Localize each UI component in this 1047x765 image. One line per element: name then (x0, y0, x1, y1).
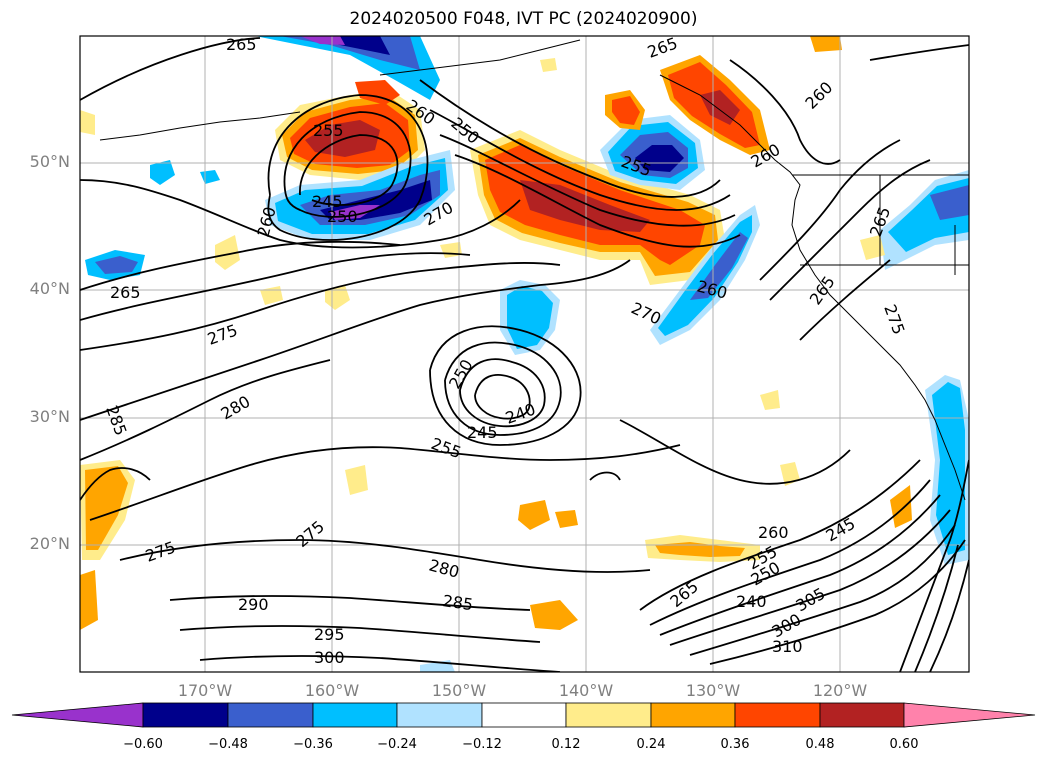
longitude-label: 150°W (431, 681, 487, 700)
longitude-label: 140°W (558, 681, 614, 700)
latitude-label: 50°N (29, 152, 70, 171)
contour-label: 245 (312, 192, 343, 211)
colorbar-segment (396, 702, 483, 728)
contour-label: 265 (110, 283, 141, 302)
colorbar-tick-label: −0.12 (462, 737, 502, 752)
colorbar-segment (227, 702, 314, 728)
ivt-anomaly-shading (80, 36, 969, 672)
contour-label: 300 (314, 648, 345, 667)
contour-label: 255 (313, 121, 344, 140)
colorbar-extend-left (11, 702, 144, 728)
contour-label: 285 (441, 591, 474, 614)
map-background (80, 36, 969, 672)
longitude-label: 130°W (685, 681, 741, 700)
map-gridlines (80, 36, 969, 672)
map-frame (79, 35, 970, 673)
colorbar-segment (819, 702, 905, 728)
colorbar-segment (481, 702, 567, 728)
ivt-contours (80, 37, 969, 672)
colorbar-tick-label: 0.36 (720, 737, 750, 752)
colorbar-segment (142, 702, 229, 728)
contour-label: 260 (758, 523, 789, 542)
colorbar-segment (650, 702, 736, 728)
latitude-label: 40°N (29, 279, 70, 298)
colorbar-tick-label: −0.24 (377, 737, 417, 752)
longitude-label: 170°W (177, 681, 233, 700)
contour-label: 250 (327, 207, 358, 226)
colorbar (11, 702, 1036, 728)
longitude-label: 160°W (304, 681, 360, 700)
contour-label: 240 (736, 592, 767, 611)
longitude-label: 120°W (812, 681, 868, 700)
contour-label: 245 (467, 423, 498, 442)
colorbar-segment (734, 702, 821, 728)
colorbar-tick-label: −0.36 (293, 737, 333, 752)
colorbar-tick-label: −0.48 (208, 737, 248, 752)
contour-label: 290 (238, 595, 269, 614)
latitude-label: 20°N (29, 534, 70, 553)
contour-label: 295 (314, 625, 345, 644)
colorbar-tick-label: 0.12 (551, 737, 581, 752)
colorbar-segment (565, 702, 652, 728)
colorbar-tick-label: 0.48 (805, 737, 835, 752)
colorbar-extend-right (903, 702, 1036, 728)
latitude-label: 30°N (29, 407, 70, 426)
contour-label: 265 (226, 35, 257, 54)
colorbar-tick-label: 0.24 (636, 737, 666, 752)
colorbar-tick-label: −0.60 (123, 737, 163, 752)
colorbar-tick-label: 0.60 (889, 737, 919, 752)
contour-label: 310 (772, 637, 803, 656)
map-title: 2024020500 F048, IVT PC (2024020900) (349, 9, 698, 29)
colorbar-segment (312, 702, 398, 728)
